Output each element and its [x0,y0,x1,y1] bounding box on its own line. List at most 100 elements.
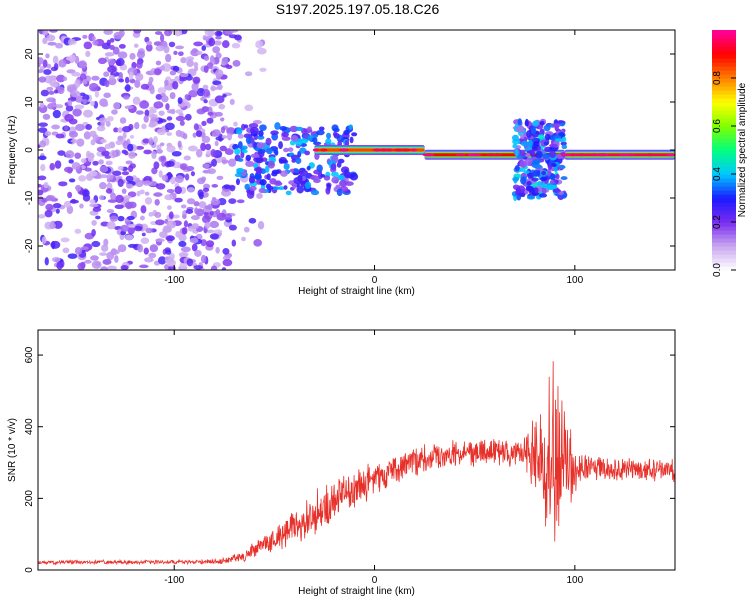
heatmap-cell [44,257,49,266]
colorbar-segment [712,58,736,63]
heatmap-cell [57,150,66,156]
heatmap-cell [333,133,340,139]
heatmap-cell [57,86,65,95]
heatmap-cell [316,130,325,136]
heatmap-cell [64,113,74,122]
heatmap-cell [53,89,59,94]
heatmap-cell [218,103,226,110]
heatmap-cell [206,117,214,124]
heatmap-cell [117,165,124,171]
heatmap-cell [89,130,97,137]
heatmap-cell [229,98,235,106]
heatmap-cell [307,126,312,132]
heatmap-cell [310,175,319,181]
heatmap-cell [159,33,165,43]
colorbar-segment [712,166,736,171]
heatmap-cell [96,125,106,132]
heatmap-cell [520,140,530,147]
heatmap-cell [80,246,89,251]
heatmap-cell [51,124,60,130]
heatmap-cell [248,217,257,224]
heatmap-cell [201,120,207,126]
heatmap-cell [155,93,163,100]
heatmap-cell [205,240,215,248]
heatmap-cell [38,56,44,65]
heatmap-cell [85,123,93,131]
heatmap-cell [163,30,172,37]
heatmap-cell [124,76,130,84]
heatmap-cell [189,237,199,244]
heatmap-cell [100,102,109,107]
heatmap-cell [195,148,203,158]
heatmap-cell [173,30,183,37]
heatmap-cell [619,153,628,157]
heatmap-cell [124,105,134,110]
heatmap-cell [191,223,200,230]
x-tick-label: 100 [566,275,583,286]
heatmap-cell [301,175,306,182]
heatmap-cell [143,247,149,255]
heatmap-cell [67,253,78,259]
heatmap-cell [561,144,568,150]
heatmap-cell [210,198,221,206]
heatmap-cell [200,132,206,138]
x-axis-label: Height of straight line (km) [298,586,415,597]
heatmap-cell [68,131,79,138]
heatmap-cell [590,153,598,157]
heatmap-cell [231,239,237,247]
heatmap-cell [52,109,61,119]
heatmap-cell [197,189,204,198]
heatmap-cell [163,45,170,54]
heatmap-cell [42,30,49,36]
heatmap-cell [40,89,50,97]
heatmap-cell [117,127,123,134]
heatmap-cell [134,121,140,130]
heatmap-cell [82,193,91,202]
heatmap-cell [264,165,270,173]
heatmap-cell [349,172,359,181]
heatmap-cell [144,109,150,117]
heatmap-cell [82,79,88,85]
heatmap-cell [193,41,204,47]
heatmap-cell [75,123,85,132]
heatmap-cell [141,232,146,237]
heatmap-cell [221,159,229,164]
heatmap-cell [159,231,168,239]
heatmap-cell [182,214,187,220]
heatmap-cell [118,43,126,49]
heatmap-cell [38,175,47,181]
heatmap-cell [113,31,124,40]
heatmap-cell [243,226,250,233]
heatmap-cell [140,237,150,244]
heatmap-cell [129,134,135,139]
heatmap-cell [534,164,543,170]
heatmap-cell [233,121,238,127]
heatmap-cell [153,68,162,76]
heatmap-cell [49,30,58,33]
heatmap-cell [184,94,190,100]
chart-title: S197.2025.197.05.18.C26 [275,1,440,17]
heatmap-cell [38,122,48,127]
heatmap-cell [115,194,124,204]
heatmap-cell [258,130,264,137]
heatmap-cell [533,140,540,148]
heatmap-cell [155,183,166,190]
heatmap-cell [165,122,175,131]
heatmap-cell [157,256,167,265]
heatmap-cell [221,57,229,65]
colorbar-segment [712,174,736,179]
heatmap-cell [279,126,287,131]
heatmap-cell [520,176,527,185]
heatmap-cell [155,60,162,66]
heatmap-cell [216,175,224,180]
heatmap-cell [89,203,99,208]
heatmap-cell [111,109,118,115]
heatmap-cell [228,158,237,167]
heatmap-cell [304,150,311,156]
heatmap-cell [137,243,144,253]
heatmap-cell [214,140,219,147]
heatmap-cell [344,170,352,179]
heatmap-cell [90,139,96,146]
heatmap-cell [259,179,267,186]
heatmap-cell [331,171,339,178]
